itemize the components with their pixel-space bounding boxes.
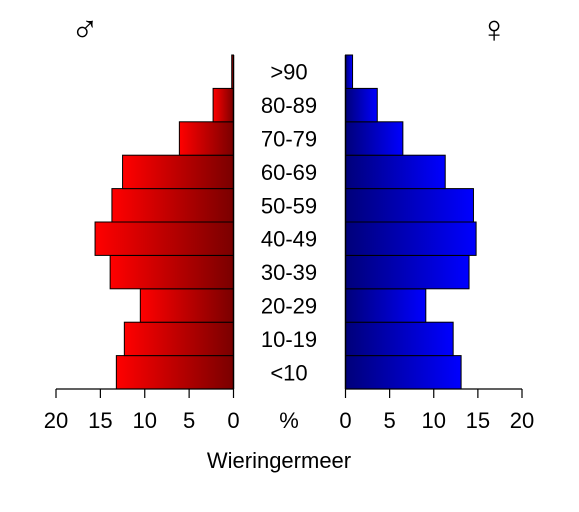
female-axis-tick-label: 15 (466, 408, 490, 433)
female-axis-tick-label: 20 (510, 408, 534, 433)
female-symbol-legend: ♀ (480, 9, 509, 51)
male-bar (178, 121, 235, 156)
female-axis-tick-label: 10 (422, 408, 446, 433)
male-axis-tick-label: 5 (183, 408, 195, 433)
age-group-label: 50-59 (261, 193, 317, 218)
female-bar (345, 188, 474, 223)
male-bars (94, 54, 235, 390)
male-bar (109, 254, 234, 290)
female-bar (345, 87, 378, 123)
female-bar (345, 221, 477, 256)
female-bar (345, 121, 404, 156)
male-bar (111, 188, 234, 223)
female-bar (345, 254, 470, 290)
male-bar (122, 154, 234, 190)
age-group-label: 40-49 (261, 227, 317, 252)
male-bar (123, 321, 234, 357)
age-group-label: 60-69 (261, 160, 317, 185)
age-group-label: >90 (270, 60, 307, 85)
male-axis-tick-label: 20 (44, 408, 68, 433)
age-group-label: 80-89 (261, 93, 317, 118)
male-symbol-legend: ♂ (71, 9, 100, 51)
male-bar (212, 87, 234, 123)
chart-title: Wieringermeer (207, 448, 351, 473)
female-bar (345, 54, 354, 89)
female-bars (345, 54, 477, 390)
male-bar (115, 355, 234, 390)
female-x-axis: 0 5 10 15 20 (339, 388, 534, 433)
age-group-label: 30-39 (261, 260, 317, 285)
male-x-axis: 0 5 10 15 20 (44, 388, 240, 433)
age-group-labels: <10 10-19 20-29 30-39 40-49 50-59 60-69 70-79 80… (261, 60, 317, 386)
male-axis-tick-label: 15 (88, 408, 112, 433)
female-bar (345, 355, 462, 390)
age-group-label: <10 (270, 360, 307, 385)
male-axis-tick-label: 10 (133, 408, 157, 433)
age-group-label: 10-19 (261, 327, 317, 352)
female-bar (345, 321, 454, 357)
female-bar (345, 154, 446, 190)
female-axis-tick-label: 0 (339, 408, 351, 433)
age-group-label: 70-79 (261, 127, 317, 152)
female-bar (345, 288, 427, 323)
male-bar (139, 288, 234, 323)
percent-axis-label: % (279, 408, 299, 433)
female-axis-tick-label: 5 (384, 408, 396, 433)
age-group-label: 20-29 (261, 294, 317, 319)
male-bar (94, 221, 234, 256)
male-axis-tick-label: 0 (227, 408, 239, 433)
